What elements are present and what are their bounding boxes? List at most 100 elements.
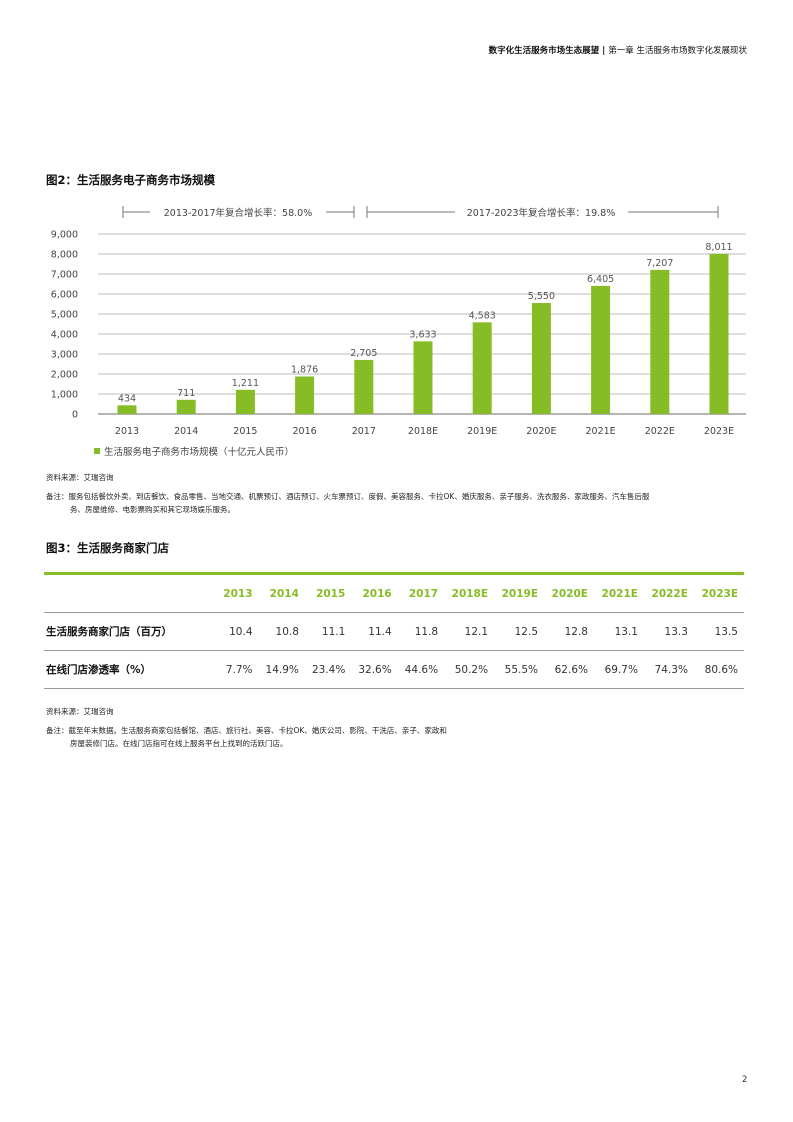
y-axis-ticks: 0 1,000 2,000 3,000 4,000 5,000 6,000 7,000 8,00… <box>51 230 78 421</box>
header-separator: | <box>602 46 606 56</box>
figure2-note: 备注：服务包括餐饮外卖、到店餐饮、食品零售、当地交通、机票预订、酒店预订、火车票… <box>46 490 756 516</box>
row-label: 生活服务商家门店（百万） <box>44 612 217 651</box>
figure2-note-line2: 务、房屋维修、电影票购买和其它现场娱乐服务。 <box>70 505 235 514</box>
bar-value-label: 1,211 <box>232 378 259 389</box>
table-cell: 13.5 <box>693 612 744 651</box>
y-tick-label: 1,000 <box>51 390 78 401</box>
bar-value-label: 8,011 <box>705 242 732 253</box>
table-cell: 55.5% <box>494 650 545 689</box>
figure2-title: 图2：生活服务电子商务市场规模 <box>46 173 215 187</box>
x-tick-label: 2016 <box>293 426 317 437</box>
bar-2016 <box>295 376 315 414</box>
bar-value-label: 3,633 <box>409 329 436 340</box>
column-header-2018E: 2018E <box>444 573 495 613</box>
running-header: 数字化生活服务市场生态展望 | 第一章 生活服务市场数字化发展现状 <box>489 44 747 56</box>
bar-2021E <box>591 285 611 414</box>
bar-2020E <box>531 303 551 414</box>
column-header-2021E: 2021E <box>593 573 644 613</box>
table-row: 在线门店渗透率（%） 7.7% 14.9% 23.4% 32.6% 44.6% 50.2% 5… <box>44 650 744 689</box>
column-header-2020E: 2020E <box>544 573 594 613</box>
table-cell: 23.4% <box>304 650 352 689</box>
x-tick-label: 2019E <box>467 426 497 437</box>
table-cell: 14.9% <box>258 650 305 689</box>
x-tick-label: 2018E <box>408 426 438 437</box>
column-header-2022E: 2022E <box>643 573 694 613</box>
figure2-source: 资料来源：艾瑞咨询 <box>46 473 114 482</box>
table-header-row: 2013 2014 2015 2016 2017 2018E 2019E 2020E 2021E… <box>44 573 744 613</box>
column-header-2016: 2016 <box>351 573 398 613</box>
table-cell: 10.4 <box>217 612 259 651</box>
column-header-2023E: 2023E <box>693 573 744 613</box>
table-cell: 80.6% <box>693 650 744 689</box>
bar-2023E <box>709 253 729 414</box>
column-header-2019E: 2019E <box>494 573 545 613</box>
x-tick-label: 2015 <box>233 426 257 437</box>
bar-value-label: 7,207 <box>646 258 673 269</box>
table-cell: 13.1 <box>593 612 644 651</box>
bar-value-label: 434 <box>118 393 136 404</box>
x-tick-label: 2022E <box>645 426 675 437</box>
cagr-label-2013-2017: 2013-2017年复合增长率：58.0% <box>164 207 312 219</box>
table-cell: 32.6% <box>351 650 398 689</box>
table-cell: 11.4 <box>351 612 398 651</box>
y-tick-label: 8,000 <box>51 250 78 261</box>
y-tick-label: 9,000 <box>51 230 78 241</box>
bar-2019E <box>472 322 492 414</box>
page-number: 2 <box>742 1075 748 1085</box>
x-tick-label: 2023E <box>704 426 734 437</box>
table-cell: 11.1 <box>304 612 352 651</box>
x-tick-label: 2020E <box>526 426 556 437</box>
column-header-2015: 2015 <box>304 573 352 613</box>
bar-value-label: 6,405 <box>587 274 614 285</box>
bar-2022E <box>650 269 670 414</box>
bar-value-label: 5,550 <box>528 291 555 302</box>
table-cell: 13.3 <box>643 612 694 651</box>
market-size-bar-chart: 2013-2017年复合增长率：58.0% 2017-2023年复合增长率：19… <box>51 206 746 437</box>
figure3-note-line1: 备注：截至年末数据。生活服务商家包括餐馆、酒店、旅行社、美容、卡拉OK、婚庆公司… <box>46 726 447 735</box>
table-cell: 62.6% <box>544 650 594 689</box>
header-blank-cell <box>44 573 217 613</box>
y-tick-label: 2,000 <box>51 370 78 381</box>
y-tick-label: 7,000 <box>51 270 78 281</box>
bar-2018E <box>413 341 433 414</box>
y-tick-label: 5,000 <box>51 310 78 321</box>
cagr-annotation-1: 2013-2017年复合增长率：58.0% <box>122 206 355 219</box>
merchant-stores-table: 2013 2014 2015 2016 2017 2018E 2019E 2020E 2021E… <box>44 572 744 689</box>
x-axis-ticks: 2013 2014 2015 2016 2017 2018E 2019E 2020E 2021E… <box>115 426 734 437</box>
y-tick-label: 0 <box>72 410 78 421</box>
row-label: 在线门店渗透率（%） <box>44 650 217 689</box>
y-tick-label: 3,000 <box>51 350 78 361</box>
cagr-label-2017-2023: 2017-2023年复合增长率：19.8% <box>467 207 615 219</box>
doc-title: 数字化生活服务市场生态展望 <box>488 46 600 56</box>
bar-value-label: 4,583 <box>469 310 496 321</box>
legend-label: 生活服务电子商务市场规模（十亿元人民币） <box>104 447 295 458</box>
column-header-2014: 2014 <box>258 573 305 613</box>
figure3-note-line2: 房屋装修门店。在线门店指可在线上服务平台上找到的活跃门店。 <box>70 739 288 748</box>
x-tick-label: 2021E <box>586 426 616 437</box>
bar-2017 <box>354 359 374 414</box>
y-tick-label: 6,000 <box>51 290 78 301</box>
chart-bars: 434 711 1,211 1,876 2,705 3,633 4,583 5,550 6,40… <box>117 242 733 414</box>
chapter-title: 第一章 生活服务市场数字化发展现状 <box>608 46 747 56</box>
table-row: 生活服务商家门店（百万） 10.4 10.8 11.1 11.4 11.8 12.1 12.5… <box>44 612 744 651</box>
x-tick-label: 2013 <box>115 426 139 437</box>
legend-swatch-icon <box>94 448 100 454</box>
x-tick-label: 2014 <box>174 426 198 437</box>
table-cell: 12.5 <box>494 612 545 651</box>
figure2-note-line1: 备注：服务包括餐饮外卖、到店餐饮、食品零售、当地交通、机票预订、酒店预订、火车票… <box>46 492 650 501</box>
y-tick-label: 4,000 <box>51 330 78 341</box>
bar-2014 <box>176 399 196 414</box>
figure3-source: 资料来源：艾瑞咨询 <box>46 707 114 716</box>
bar-2013 <box>117 405 137 414</box>
column-header-2017: 2017 <box>397 573 445 613</box>
cagr-annotation-2: 2017-2023年复合增长率：19.8% <box>366 206 719 219</box>
table-cell: 74.3% <box>643 650 694 689</box>
bar-value-label: 2,705 <box>350 348 377 359</box>
table-cell: 12.8 <box>544 612 594 651</box>
column-header-2013: 2013 <box>217 573 259 613</box>
figure3-title: 图3：生活服务商家门店 <box>46 541 170 555</box>
figure3-note: 备注：截至年末数据。生活服务商家包括餐馆、酒店、旅行社、美容、卡拉OK、婚庆公司… <box>46 724 756 750</box>
bar-value-label: 711 <box>177 388 195 399</box>
table-cell: 11.8 <box>397 612 445 651</box>
bar-value-label: 1,876 <box>291 364 318 375</box>
